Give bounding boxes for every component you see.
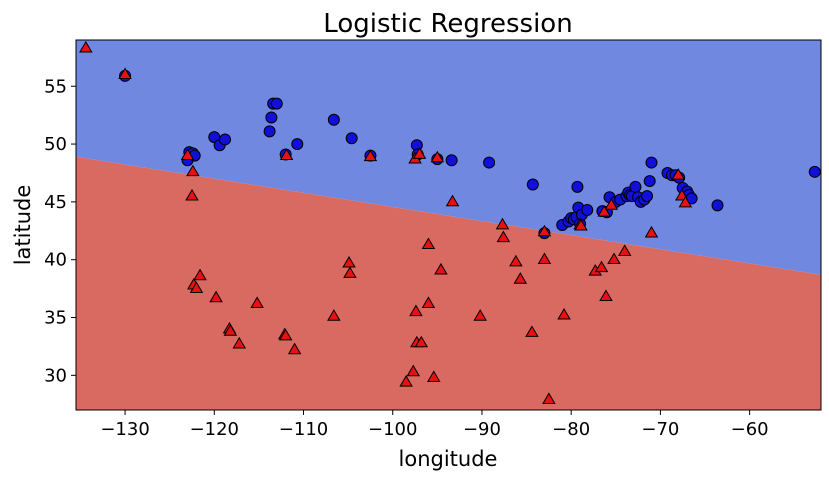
point-triangle	[118, 67, 132, 80]
point-triangle	[421, 296, 436, 308]
y-tick-label: 30	[44, 365, 67, 386]
point-circle	[291, 138, 304, 151]
data-points	[79, 40, 821, 404]
point-triangle	[427, 370, 441, 382]
point-triangle	[189, 281, 204, 293]
point-triangle	[186, 164, 200, 177]
region-lower	[76, 156, 821, 410]
point-circle	[345, 132, 358, 145]
point-triangle	[180, 148, 195, 160]
y-axis-ticks: 30 35 40 45 50 55	[44, 76, 76, 386]
point-triangle	[343, 266, 357, 278]
point-triangle	[223, 324, 238, 336]
point-circle	[445, 154, 458, 167]
point-triangle	[278, 328, 293, 341]
x-tick-label: −100	[368, 419, 417, 440]
point-triangle	[430, 150, 445, 163]
point-triangle	[421, 237, 436, 250]
plot-frame	[75, 39, 822, 411]
x-axis-ticks: −130 −120 −110 −100 −90 −80 −70 −60	[100, 410, 769, 440]
point-circle	[270, 97, 283, 110]
point-triangle	[399, 375, 413, 387]
point-triangle	[495, 217, 510, 230]
x-tick-label: −90	[463, 419, 501, 440]
point-triangle	[193, 268, 207, 281]
point-triangle	[557, 307, 571, 320]
point-circle	[483, 156, 496, 169]
point-triangle	[671, 168, 686, 180]
point-triangle	[434, 262, 448, 275]
point-triangle	[607, 252, 621, 265]
point-triangle	[79, 40, 93, 53]
point-triangle	[342, 255, 356, 268]
x-tick-label: −120	[190, 419, 239, 440]
point-circle	[645, 156, 658, 169]
point-triangle	[473, 309, 487, 321]
point-triangle	[574, 218, 588, 231]
point-triangle	[412, 147, 427, 159]
point-triangle	[678, 195, 693, 208]
point-circle	[265, 111, 278, 124]
point-triangle	[363, 149, 378, 162]
point-circle	[263, 125, 276, 138]
point-circle	[571, 180, 584, 193]
y-tick-label: 55	[44, 76, 67, 97]
x-tick-label: −60	[731, 419, 769, 440]
point-triangle	[185, 188, 199, 201]
point-circle	[808, 165, 821, 178]
point-triangle	[597, 205, 611, 217]
point-triangle	[496, 230, 511, 243]
point-triangle	[209, 290, 223, 303]
point-triangle	[617, 244, 632, 256]
y-tick-label: 40	[44, 250, 67, 271]
chart-title: Logistic Regression	[323, 9, 572, 39]
point-triangle	[279, 148, 294, 160]
point-triangle	[594, 260, 609, 273]
y-tick-label: 35	[44, 308, 67, 329]
point-triangle	[409, 304, 423, 317]
point-triangle	[406, 364, 421, 377]
point-circle	[327, 113, 340, 126]
point-circle	[711, 199, 724, 212]
x-tick-label: −80	[552, 419, 590, 440]
point-triangle	[232, 336, 247, 349]
x-axis-label: longitude	[399, 447, 498, 471]
point-triangle	[287, 342, 302, 355]
point-triangle	[525, 325, 539, 337]
point-triangle	[537, 252, 552, 265]
y-axis-label: latitude	[11, 185, 35, 266]
point-triangle	[604, 198, 619, 210]
x-tick-label: −130	[100, 419, 149, 440]
y-tick-label: 50	[44, 134, 67, 155]
y-tick-label: 45	[44, 192, 67, 213]
point-triangle	[644, 225, 659, 238]
point-triangle	[599, 289, 613, 302]
decision-regions	[76, 40, 821, 410]
point-triangle	[542, 392, 556, 404]
point-circle	[219, 133, 231, 146]
point-triangle	[327, 309, 341, 321]
point-circle	[581, 203, 594, 216]
x-tick-label: −110	[279, 419, 328, 440]
point-triangle	[250, 296, 264, 308]
point-triangle	[513, 272, 528, 284]
point-triangle	[537, 224, 552, 237]
point-triangle	[414, 335, 429, 348]
point-triangle	[509, 254, 523, 267]
point-triangle	[445, 194, 460, 207]
point-circle	[629, 180, 642, 193]
point-circle	[526, 178, 539, 191]
point-circle	[643, 175, 656, 188]
x-tick-label: −70	[641, 419, 679, 440]
point-circle	[641, 190, 654, 203]
